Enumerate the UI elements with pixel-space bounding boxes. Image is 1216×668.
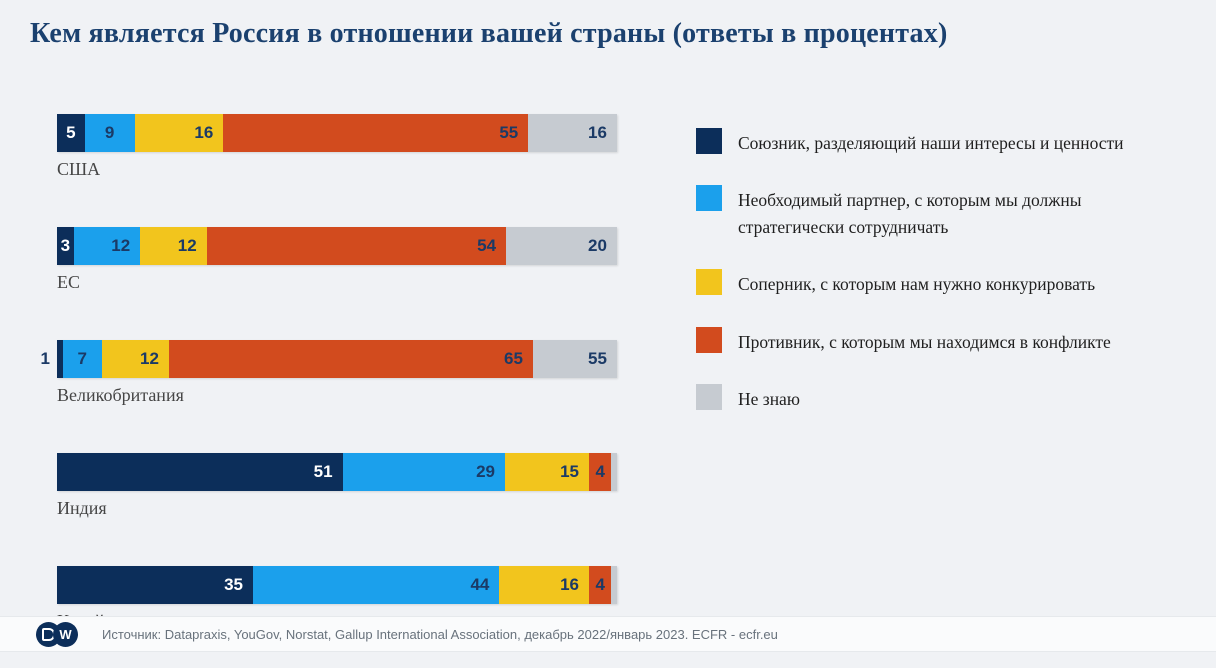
segment-value: 12 bbox=[111, 236, 131, 255]
segment-value-outside: 1 bbox=[40, 349, 50, 368]
segment-value: 29 bbox=[476, 462, 495, 481]
segment-value: 12 bbox=[140, 349, 159, 368]
country-label: США bbox=[57, 159, 101, 179]
segment-value: 16 bbox=[588, 123, 607, 142]
bar-segment: 16 bbox=[528, 114, 617, 152]
segment-value: 7 bbox=[77, 349, 87, 368]
segment-value: 9 bbox=[104, 123, 115, 142]
stacked-bar: 1 7 12 65 55 bbox=[41, 340, 617, 378]
segment-value: 5 bbox=[66, 123, 76, 142]
bar-segment: 54 bbox=[206, 227, 507, 265]
segment-value: 55 bbox=[499, 123, 519, 142]
legend-swatch bbox=[696, 326, 722, 353]
bar-segment: 16 bbox=[134, 114, 224, 152]
bar-segment: 20 bbox=[506, 227, 617, 265]
segment-value: 51 bbox=[313, 462, 333, 481]
legend: Союзник, разделяющий наши интересы и цен… bbox=[696, 128, 1176, 413]
bar-segment: 55 bbox=[223, 114, 529, 152]
bar-row: 5 9 16 55 16 США bbox=[57, 114, 617, 180]
legend-label: Соперник, с которым нам нужно конкуриров… bbox=[738, 274, 1096, 295]
legend-swatch bbox=[696, 185, 722, 212]
legend-item: Необходимый партнер, с которым мы должны… bbox=[696, 185, 1176, 241]
segment-value: 65 bbox=[504, 349, 523, 368]
legend-label: Необходимый партнер, с которым мы должны… bbox=[738, 190, 1082, 238]
segment-value: 54 bbox=[477, 236, 497, 255]
bar-segment: 7 bbox=[62, 340, 102, 378]
bar-segment: 12 bbox=[140, 227, 207, 265]
country-label: ЕС bbox=[57, 272, 81, 292]
segment-value: 4 bbox=[595, 575, 605, 594]
legend-item: Противник, с которым мы находимся в конф… bbox=[696, 326, 1176, 356]
segment-value: 12 bbox=[177, 236, 197, 255]
bar-row: 1 7 12 65 55 Великобритания bbox=[41, 340, 617, 406]
dw-logo-circle-w: W bbox=[53, 621, 78, 647]
segment-value: 20 bbox=[588, 236, 607, 255]
bar-segment: 16 bbox=[499, 566, 589, 604]
bar-segment: 29 bbox=[342, 453, 505, 491]
footer: W Источник: Datapraxis, YouGov, Norstat,… bbox=[0, 616, 1216, 652]
bar-segment bbox=[611, 566, 617, 604]
bar-segment: 65 bbox=[168, 340, 533, 378]
bar-segment: 51 bbox=[57, 453, 343, 491]
country-label: Индия bbox=[57, 498, 107, 518]
segment-value: 44 bbox=[470, 575, 490, 594]
legend-item: Соперник, с которым нам нужно конкуриров… bbox=[696, 269, 1176, 298]
segment-value: 16 bbox=[560, 575, 579, 594]
bar-segment: 4 bbox=[588, 566, 612, 604]
bar-segment bbox=[57, 340, 63, 378]
legend-label: Противник, с которым мы находимся в конф… bbox=[738, 331, 1111, 352]
dw-logo: W bbox=[36, 621, 78, 647]
stacked-bar: 35 44 16 4 bbox=[57, 566, 617, 604]
bar-segment: 15 bbox=[504, 453, 589, 491]
segment-value: 3 bbox=[60, 236, 71, 255]
bar-segment bbox=[611, 453, 617, 491]
bar-row: 3 12 12 54 20 ЕС bbox=[57, 227, 617, 293]
bar-segment: 12 bbox=[73, 227, 141, 265]
segment-value: 35 bbox=[224, 575, 243, 594]
legend-label: Союзник, разделяющий наши интересы и цен… bbox=[738, 133, 1124, 153]
country-label: Великобритания bbox=[57, 385, 184, 405]
bar-segment: 3 bbox=[57, 227, 74, 265]
bar-segment: 4 bbox=[588, 453, 612, 491]
legend-swatch bbox=[696, 269, 722, 296]
segment-value: 4 bbox=[595, 462, 605, 481]
segment-value: 55 bbox=[588, 349, 607, 368]
segment-value: 16 bbox=[194, 123, 214, 142]
bar-segment: 44 bbox=[253, 566, 500, 604]
chart-title: Кем является Россия в отношении вашей ст… bbox=[30, 18, 948, 49]
source-text: Источник: Datapraxis, YouGov, Norstat, G… bbox=[102, 626, 778, 642]
chart-area: 5 9 16 55 16 США 3 12 12 54 20 ЕС 1 7 12 65 55 Великобрит… bbox=[41, 114, 617, 668]
legend-swatch bbox=[696, 128, 722, 154]
legend-item: Союзник, разделяющий наши интересы и цен… bbox=[696, 128, 1176, 157]
legend-swatch bbox=[696, 383, 722, 410]
bar-segment: 12 bbox=[101, 340, 169, 378]
legend-label: Не знаю bbox=[738, 388, 800, 409]
stacked-bar: 5 9 16 55 16 bbox=[57, 114, 617, 152]
stacked-bar: 51 29 15 4 bbox=[57, 453, 617, 491]
bar-segment: 55 bbox=[532, 340, 617, 378]
bar-row: 51 29 15 4 Индия bbox=[57, 453, 617, 519]
bar-segment: 9 bbox=[84, 114, 135, 152]
bar-segment: 5 bbox=[57, 114, 85, 152]
segment-value: 15 bbox=[560, 462, 579, 481]
legend-item: Не знаю bbox=[696, 383, 1176, 413]
bar-segment: 35 bbox=[57, 566, 253, 604]
stacked-bar: 3 12 12 54 20 bbox=[57, 227, 617, 265]
